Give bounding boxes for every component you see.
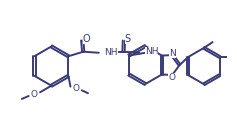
Text: O: O [73, 84, 80, 93]
Text: O: O [168, 73, 175, 82]
Text: NH: NH [145, 47, 158, 56]
Text: S: S [125, 34, 131, 44]
Text: N: N [169, 49, 176, 58]
Text: NH: NH [105, 48, 118, 57]
Text: O: O [83, 34, 91, 44]
Text: O: O [31, 90, 38, 99]
